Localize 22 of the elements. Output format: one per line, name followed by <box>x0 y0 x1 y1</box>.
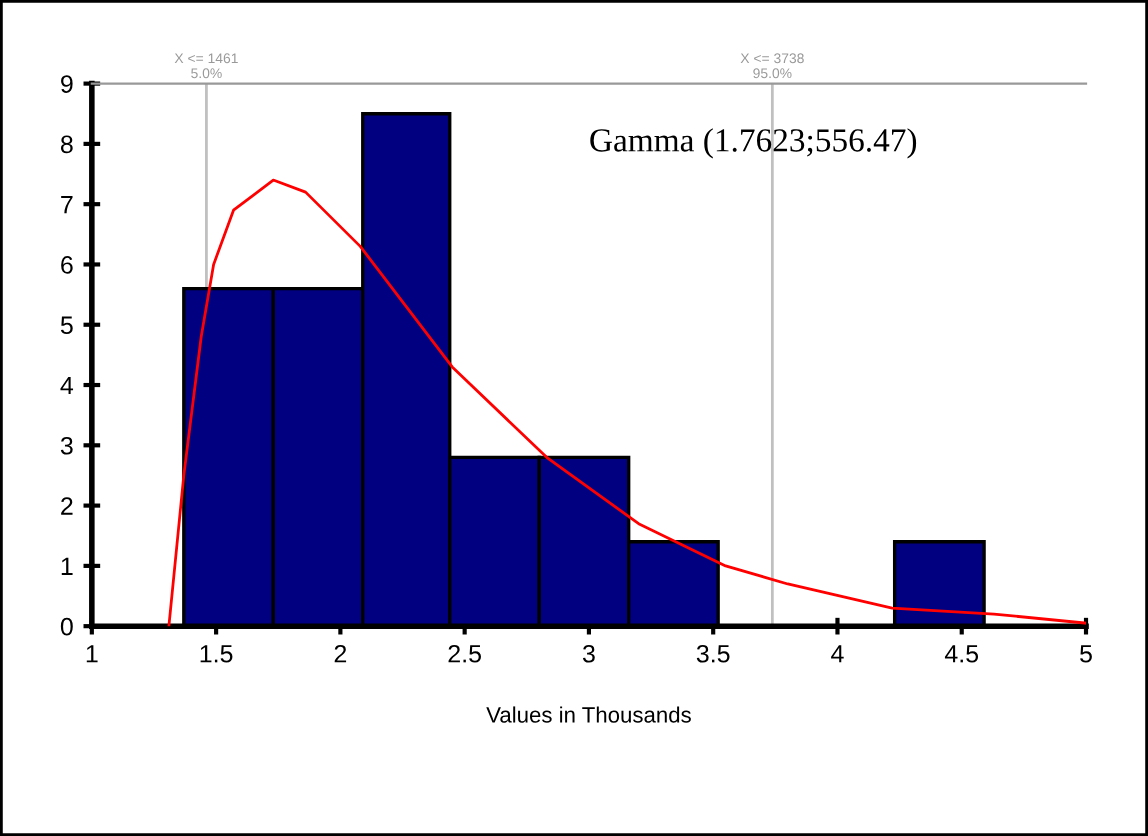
y-tick-label: 0 <box>60 617 73 636</box>
x-tick-label: 3.5 <box>696 644 730 663</box>
y-tick-label: 9 <box>61 75 73 93</box>
y-tick-label: 2 <box>61 497 73 515</box>
x-tick-label: 4.5 <box>944 645 979 663</box>
x-tick-label: 2.5 <box>448 644 481 663</box>
y-tick-label: 6 <box>61 256 73 274</box>
x-tick-label: 2 <box>334 644 347 663</box>
x-tick-label: 1 <box>86 645 98 663</box>
x-tick-label: 5 <box>1080 645 1092 663</box>
y-tick-label: 5 <box>60 316 73 335</box>
x-axis-title: Values in Thousands <box>486 706 691 723</box>
line-series <box>167 178 1087 627</box>
y-tick-label: 1 <box>61 557 73 575</box>
x-tick-label: 3 <box>582 644 595 663</box>
y-tick-label: 4 <box>60 376 74 395</box>
annotation: Gamma (1.7623;556.47) <box>590 128 917 159</box>
y-tick-label: 7 <box>61 196 73 214</box>
y-tick-label: 8 <box>60 135 73 154</box>
y-tick-label: 3 <box>60 436 73 455</box>
x-tick-label: 1.5 <box>200 645 233 663</box>
x-tick-label: 4 <box>831 645 844 663</box>
